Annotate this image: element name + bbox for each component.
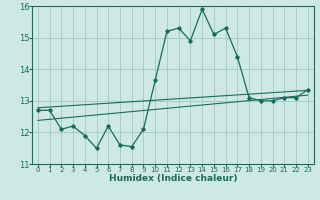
X-axis label: Humidex (Indice chaleur): Humidex (Indice chaleur) (108, 174, 237, 183)
